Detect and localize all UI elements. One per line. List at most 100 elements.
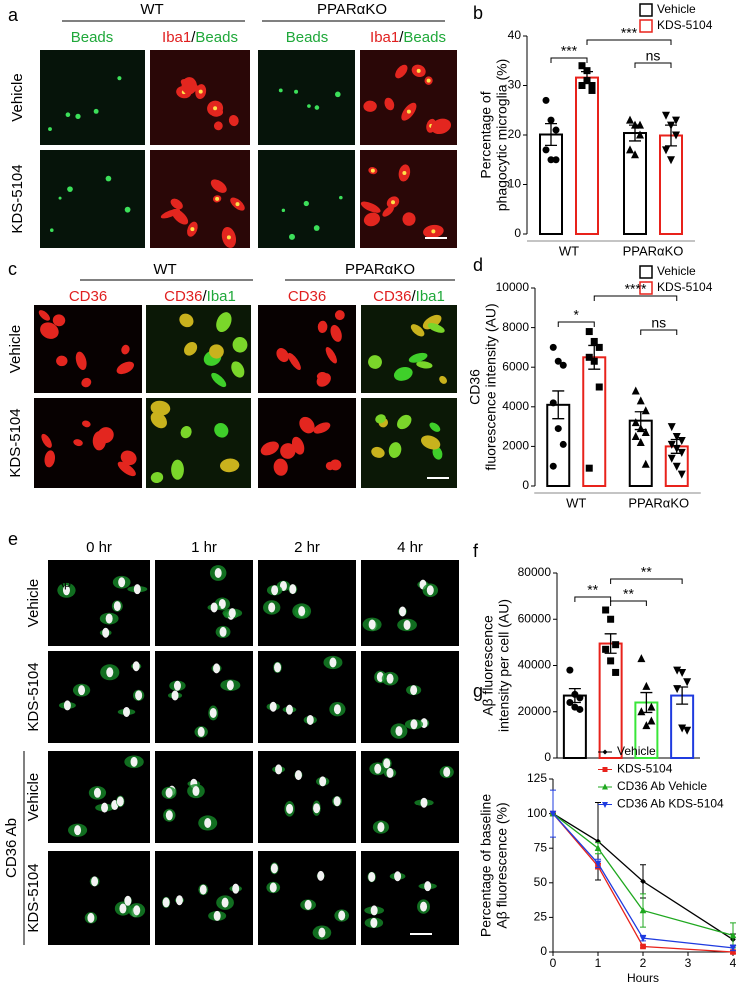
micrograph [258, 398, 356, 488]
nucleus [118, 577, 126, 588]
column-label: CD36 [288, 288, 326, 305]
column-label: Iba1/Beads [162, 29, 238, 46]
cell [81, 377, 92, 388]
nucleus [333, 796, 341, 807]
data-point [662, 146, 670, 155]
micrograph [155, 751, 253, 843]
nucleus [395, 726, 403, 737]
nucleus [420, 797, 428, 808]
image-background [34, 398, 142, 488]
y-tick-label: 4000 [502, 399, 529, 413]
micrograph [48, 560, 150, 646]
data-point [677, 470, 686, 479]
nucleus [333, 704, 341, 715]
nucleus [199, 884, 207, 895]
cell [388, 442, 402, 458]
nucleus [124, 895, 132, 906]
nucleus [135, 690, 143, 701]
stain-label: DAPI [56, 562, 84, 576]
nucleus [426, 585, 434, 596]
cell [416, 361, 433, 369]
nucleus [113, 601, 121, 612]
data-point [607, 657, 615, 665]
cell [273, 458, 288, 476]
legend-marker [602, 802, 608, 808]
data-point [667, 440, 676, 449]
image-background [361, 851, 459, 945]
bead [75, 113, 81, 120]
cell [280, 443, 296, 459]
data-point [672, 444, 681, 453]
nucleus [101, 802, 109, 813]
row-label: Vehicle [25, 773, 42, 821]
data-point [559, 440, 567, 448]
y-tick-label: 20 [508, 127, 522, 141]
significance-label: ns [646, 48, 661, 64]
data-point [636, 130, 644, 139]
label-part: Iba1 [207, 288, 236, 305]
series-line [552, 813, 734, 937]
bead [198, 89, 203, 94]
image-background [146, 305, 251, 393]
data-point [631, 386, 640, 395]
data-point [673, 685, 682, 694]
data-point [552, 126, 560, 134]
bead [406, 109, 411, 114]
cell [40, 322, 59, 339]
series-line [552, 813, 734, 941]
nucleus [399, 606, 407, 617]
data-point [554, 425, 562, 433]
bead [294, 89, 299, 94]
legend-label: Vehicle [617, 744, 656, 758]
image-background [40, 50, 145, 145]
cell [75, 351, 87, 371]
micrograph [258, 560, 356, 646]
nucleus [286, 803, 294, 814]
legend-label: Vehicle [657, 264, 696, 278]
significance-bracket [557, 321, 595, 327]
nucleus [78, 685, 86, 696]
cell [427, 323, 445, 333]
panel-letter: f [473, 541, 479, 561]
data-point [576, 694, 584, 702]
nucleus [175, 895, 183, 906]
data-point [672, 116, 680, 125]
bead [124, 206, 131, 213]
x-tick-label: 4 [730, 956, 737, 970]
y-tick-label: 10000 [496, 280, 530, 294]
image-background [361, 560, 459, 646]
image-background [48, 560, 150, 646]
nucleus [226, 680, 234, 691]
nucleus [370, 917, 378, 928]
column-label: 2 hr [294, 539, 320, 556]
data-point [640, 878, 646, 885]
y-tick-label: 60000 [518, 611, 552, 625]
bead [93, 108, 99, 114]
cell [213, 121, 223, 131]
data-point [631, 432, 640, 440]
label-part: / [191, 29, 196, 46]
data-point [602, 645, 610, 653]
micrograph [146, 305, 251, 393]
legend-swatch [639, 3, 653, 17]
nucleus [370, 905, 378, 916]
y-tick-label: 30 [508, 78, 522, 92]
label-part: CD36 [69, 288, 107, 305]
data-point [631, 150, 639, 159]
cell [420, 435, 441, 450]
data-point [639, 906, 647, 914]
nucleus [232, 883, 240, 894]
error-bar [552, 390, 565, 420]
data-point [678, 668, 687, 677]
nucleus [102, 627, 110, 638]
bead [339, 195, 343, 200]
micrograph [361, 851, 459, 945]
micrograph [258, 851, 356, 945]
label-part: Iba1 [370, 29, 399, 46]
x-axis-label: Hours [627, 971, 659, 985]
cell [316, 373, 331, 387]
cell [179, 313, 194, 328]
data-point [559, 361, 567, 369]
y-axis-label: Aβ fluorescence (%) [494, 802, 510, 928]
micrograph [40, 150, 145, 248]
